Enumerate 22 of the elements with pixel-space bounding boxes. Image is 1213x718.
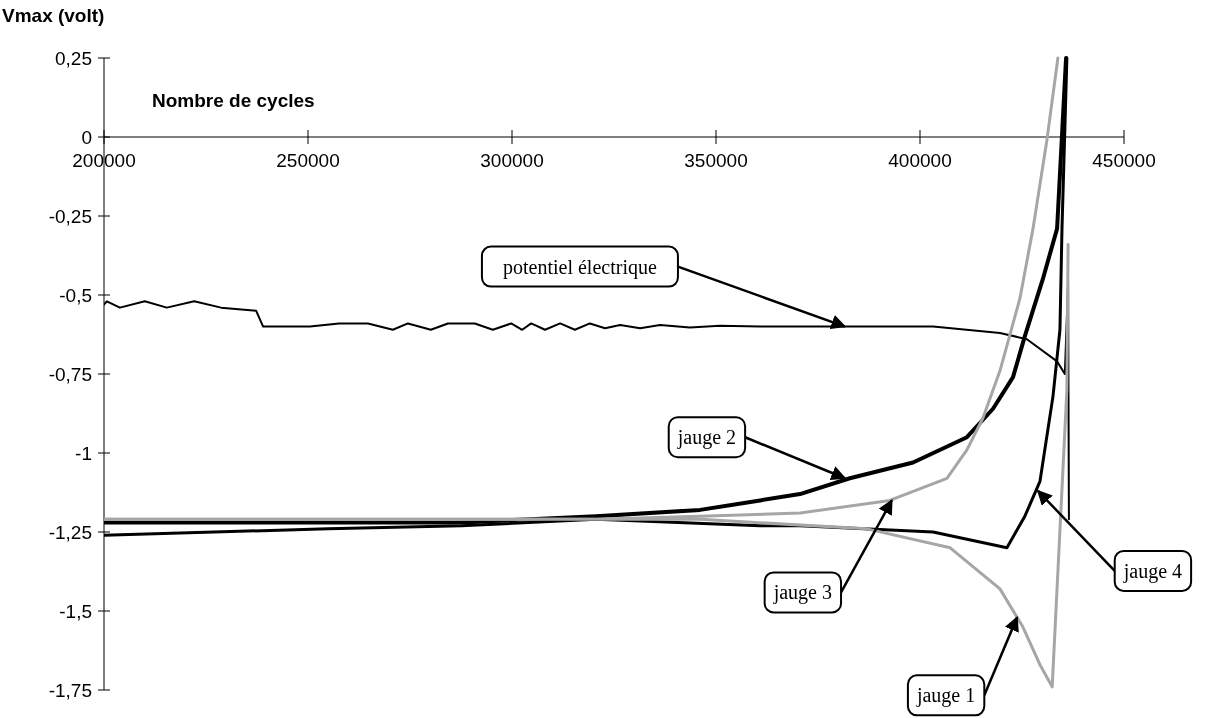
y-tick-label: -1,75 [48,679,92,701]
y-tick-label: -0,5 [59,284,92,306]
x-tick-label: 300000 [480,150,544,171]
x-tick-label: 450000 [1092,150,1156,171]
y-tick-label: 0,25 [55,47,92,69]
annotation: jauge 1 [915,684,976,708]
x-tick-label: 350000 [684,150,748,171]
y-tick-label: -0,25 [48,205,92,227]
y-tick-label: -0,75 [48,363,92,385]
annotation: jauge 3 [772,581,832,605]
y-tick-label: -1,5 [59,600,92,622]
annotation: jauge 4 [1122,559,1183,583]
annotation: jauge 2 [676,426,737,450]
x-tick-label: 250000 [276,150,340,171]
y-tick-label: 0 [81,126,92,148]
x-tick-label: 200000 [72,150,136,171]
y-tick-label: -1,25 [48,521,92,543]
annotation: potentiel électrique [503,255,657,279]
y-tick-label: -1 [75,442,92,464]
x-axis-title: Nombre de cycles [152,90,315,111]
y-axis-title: Vmax (volt) [2,5,105,26]
x-tick-label: 400000 [888,150,952,171]
